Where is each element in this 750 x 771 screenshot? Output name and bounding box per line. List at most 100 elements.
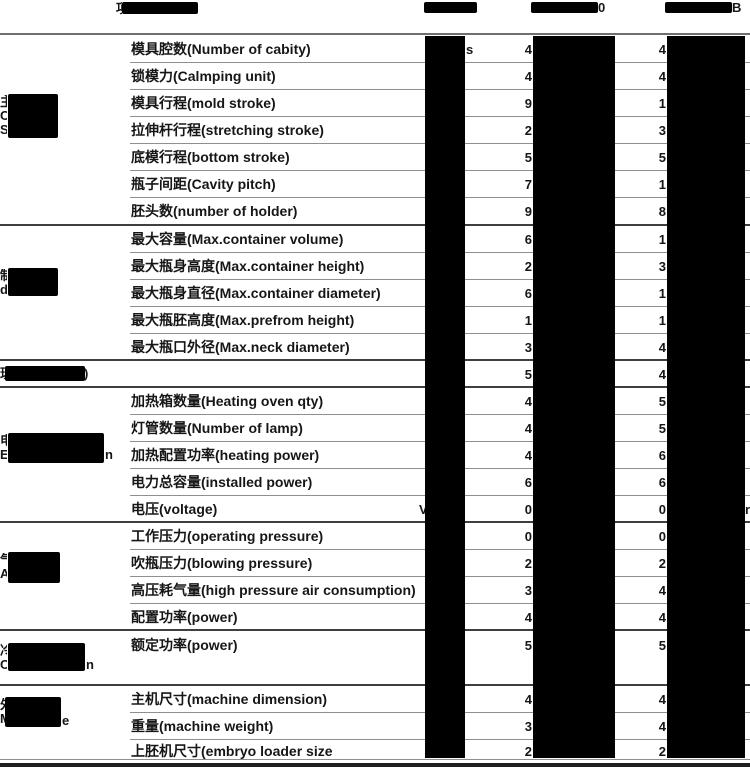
value-col3-leading-digit: 1 [658,177,666,192]
category-fragment-air-section-1: A [0,567,7,581]
spec-row-label: 电力总容量(installed power) [131,474,313,490]
category-fragment-machine-size-1: M [0,712,7,726]
section-divider-line [0,359,750,361]
spec-row-label: 配置功率(power) [131,609,238,625]
value-col3-leading-digit: 6 [658,448,666,463]
value-col-3-redaction-bar [667,36,745,758]
header-item-redaction [122,2,198,14]
header-model-1-redaction [424,2,477,13]
value-col3-leading-digit: 4 [658,367,666,382]
section-divider-line [0,224,750,226]
category-redaction-machine-size [5,697,61,727]
value-col3-leading-digit: 5 [658,421,666,436]
category-fragment-clamping-system-1: C [0,109,7,123]
value-col2-leading-digit: 4 [524,69,532,84]
spec-row-label: 最大瓶胚高度(Max.prefrom height) [131,312,355,328]
header-item-fragment: 项 [116,2,122,17]
value-col2-leading-digit: 2 [524,259,532,274]
value-col3-leading-digit: 4 [658,692,666,707]
spec-row-label: 加热箱数量(Heating oven qty) [131,393,324,409]
category-redaction-electrical-section [8,433,104,463]
category-redaction-clamping-system [8,94,58,138]
spec-row-label: 灯管数量(Number of lamp) [131,420,303,436]
header-model-2-trailing-char: 0 [598,0,606,15]
spec-row-label: 模具腔数(Number of cabity) [131,41,311,57]
value-col2-leading-digit: 0 [524,502,532,517]
value-col2-leading-digit: 6 [524,475,532,490]
category-fragment-product-dimension-1: d [0,283,7,297]
category-fragment-clamping-system-0: 主 [0,95,7,109]
value-col2-leading-digit: 4 [524,610,532,625]
value-col2-leading-digit: 3 [524,583,532,598]
value-col3-leading-digit: 4 [658,69,666,84]
value-col2-leading-digit: 4 [524,42,532,57]
value-col2-leading-digit: 3 [524,719,532,734]
value-col3-leading-digit: 0 [658,502,666,517]
section-divider-line [0,629,750,631]
value-col3-leading-digit: 4 [658,610,666,625]
category-trailing-char-machine-size: e [62,713,70,728]
value-col3-leading-digit: 4 [658,42,666,57]
value-col2-leading-digit: 5 [524,638,532,653]
spec-row-label: 最大容量(Max.container volume) [131,231,344,247]
header-model-3-trailing-char: B [732,0,742,15]
category-fragment-electrical-section-0: 电 [0,434,7,448]
value-col3-leading-digit: 4 [658,719,666,734]
value-col3-leading-digit: 3 [658,259,666,274]
value-col3-leading-digit: 8 [658,204,666,219]
value-col3-leading-digit: 1 [658,96,666,111]
value-col1-trailing-char: s [466,42,474,57]
spec-row-label: 瓶子间距(Cavity pitch) [131,176,276,192]
value-col2-leading-digit: 3 [524,340,532,355]
value-col2-leading-digit: 4 [524,421,532,436]
spec-row-label: 吹瓶压力(blowing pressure) [131,555,313,571]
category-fragment-chiller-section-0: 冷 [0,644,7,658]
header-rule [0,33,750,35]
value-col3-leading-digit: 3 [658,123,666,138]
value-col3-leading-digit: 1 [658,313,666,328]
spec-row-label: 模具行程(mold stroke) [131,95,276,111]
spec-row-label: 胚头数(number of holder) [131,203,298,219]
spec-row-label: 高压耗气量(high pressure air consumption) [131,582,416,598]
value-col2-leading-digit: 5 [524,150,532,165]
category-redaction-product-dimension [8,268,58,296]
category-fragment-clamping-system-2: S [0,123,7,137]
spec-row-label: 最大瓶身直径(Max.container diameter) [131,285,381,301]
value-col2-leading-digit: 1 [524,313,532,328]
spec-row-label: 重量(machine weight) [131,718,274,734]
value-col2-leading-digit: 6 [524,232,532,247]
row-label-redaction [5,366,85,381]
value-col2-leading-digit: 2 [524,556,532,571]
value-col3-leading-digit: 5 [658,150,666,165]
section-divider-line [0,521,750,523]
value-col2-leading-digit: 4 [524,448,532,463]
row-label-trailing-char: ) [84,366,89,381]
value-col2-leading-digit: 2 [524,744,532,759]
category-trailing-char-electrical-section: n [105,447,113,462]
spec-row-label: 底模行程(bottom stroke) [131,149,290,165]
spec-row-label: 主机尺寸(machine dimension) [131,691,328,707]
value-col2-leading-digit: 9 [524,96,532,111]
spec-row-label: 最大瓶身高度(Max.container height) [131,258,365,274]
section-divider-line [0,386,750,388]
row-label-fragment: 理 [0,367,6,382]
spec-row-label: 额定功率(power) [131,637,238,653]
bottom-rule-thin [0,759,750,760]
value-col3-leading-digit: 6 [658,475,666,490]
spec-row-label: 拉伸杆行程(stretching stroke) [131,122,324,138]
value-col2-leading-digit: 2 [524,123,532,138]
value-col3-leading-digit: 2 [658,556,666,571]
value-col-1-redaction-bar [425,36,465,758]
value-col1-leading-char: V [419,502,425,517]
category-trailing-char-chiller-section: n [86,657,94,672]
section-divider-line [0,684,750,686]
value-col3-leading-digit: 0 [658,529,666,544]
category-fragment-product-dimension-0: 制 [0,269,7,283]
header-model-3-redaction [665,2,732,13]
category-redaction-chiller-section [8,643,85,671]
value-col3-leading-digit: 5 [658,638,666,653]
value-col2-leading-digit: 6 [524,286,532,301]
spec-row-label: 工作压力(operating pressure) [131,528,324,544]
category-fragment-machine-size-0: 外 [0,698,7,712]
